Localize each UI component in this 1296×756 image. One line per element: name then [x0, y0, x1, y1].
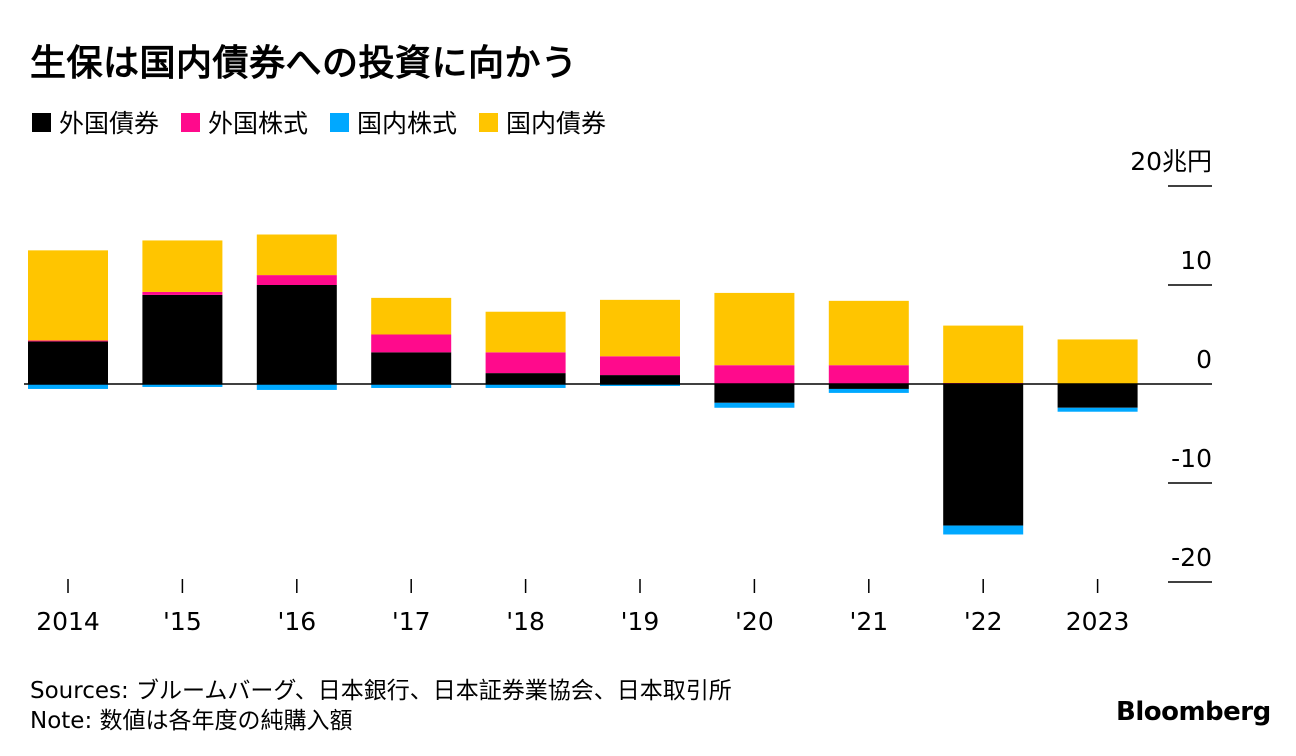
bar-segment	[485, 311, 566, 353]
chart-title: 生保は国内債券への投資に向かう	[30, 43, 578, 84]
x-tick-label: '16	[277, 607, 316, 636]
bar-segment	[828, 384, 909, 389]
legend-swatch-foreign-stocks	[181, 112, 201, 132]
legend-label-domestic-bonds: 国内債券	[506, 109, 607, 138]
bar-segment	[714, 402, 795, 408]
bar-segment	[714, 365, 795, 384]
bar-segment	[943, 525, 1024, 535]
bar-segment	[371, 384, 452, 388]
bar-segment	[371, 352, 452, 384]
sources-text: Sources: ブルームバーグ、日本銀行、日本証券業協会、日本取引所	[30, 678, 732, 704]
footer: Sources: ブルームバーグ、日本銀行、日本証券業協会、日本取引所 Note…	[30, 676, 732, 736]
legend-swatch-foreign-bonds	[32, 112, 51, 132]
bar-segment	[828, 300, 909, 366]
legend-item-domestic-bonds: 国内債券	[479, 104, 606, 140]
y-tick-label: 10	[1180, 246, 1212, 275]
bar-segment	[943, 325, 1024, 384]
legend-label-foreign-bonds: 外国債券	[59, 109, 160, 138]
bar-segment	[256, 285, 337, 384]
bar-segment	[714, 292, 795, 366]
bar-segment	[256, 384, 337, 390]
x-tick-label: 2014	[36, 607, 100, 636]
bar-segment	[1057, 339, 1138, 384]
x-tick-label: '19	[621, 607, 660, 636]
legend-item-foreign-stocks: 外国株式	[181, 104, 308, 140]
bar-segment	[28, 384, 108, 389]
bar-segment	[600, 375, 680, 384]
bar-segment	[485, 373, 566, 384]
bar-segment	[371, 297, 452, 335]
legend-item-foreign-bonds: 外国債券	[32, 104, 159, 140]
bar-segment	[371, 334, 452, 353]
x-tick-label: '18	[506, 607, 545, 636]
legend-swatch-domestic-stocks	[330, 112, 350, 132]
legend-item-domestic-stocks: 国内株式	[330, 104, 457, 140]
x-tick-label: 2023	[1066, 607, 1130, 636]
x-tick-label: '20	[735, 607, 774, 636]
x-tick-label: '15	[163, 607, 202, 636]
bar-segment	[142, 384, 223, 387]
bar-segment	[600, 384, 680, 386]
note-text: Note: 数値は各年度の純購入額	[30, 708, 353, 734]
y-tick-label: 20兆円	[1130, 147, 1212, 176]
bar-segment	[28, 340, 108, 342]
legend-label-domestic-stocks: 国内株式	[357, 109, 458, 138]
y-tick-label: -10	[1171, 444, 1212, 473]
bar-segment	[256, 234, 337, 276]
legend: 外国債券 外国株式 国内株式 国内債券	[32, 104, 628, 140]
bar-segment	[1057, 384, 1138, 408]
bar-segment	[256, 275, 337, 285]
legend-label-foreign-stocks: 外国株式	[208, 109, 309, 138]
bloomberg-logo: Bloomberg	[1116, 697, 1271, 727]
bar-segment	[485, 384, 566, 388]
bar-segment	[28, 341, 108, 384]
bar-segment	[142, 240, 223, 292]
y-tick-label: 0	[1196, 345, 1212, 374]
legend-swatch-domestic-bonds	[479, 112, 499, 132]
x-tick-label: '17	[392, 607, 431, 636]
bar-segment	[1057, 407, 1138, 412]
y-tick-label: -20	[1171, 543, 1212, 572]
bar-segment	[828, 365, 909, 384]
x-tick-label: '22	[964, 607, 1003, 636]
x-tick-label: '21	[849, 607, 888, 636]
bar-segment	[142, 291, 223, 295]
bar-segment	[485, 352, 566, 374]
bar-segment	[943, 384, 1024, 526]
bar-segment	[28, 250, 108, 341]
bar-segment	[714, 384, 795, 403]
bar-segment	[142, 294, 223, 384]
bar-segment	[600, 299, 680, 357]
bar-segment	[600, 356, 680, 376]
bar-segment	[828, 388, 909, 393]
